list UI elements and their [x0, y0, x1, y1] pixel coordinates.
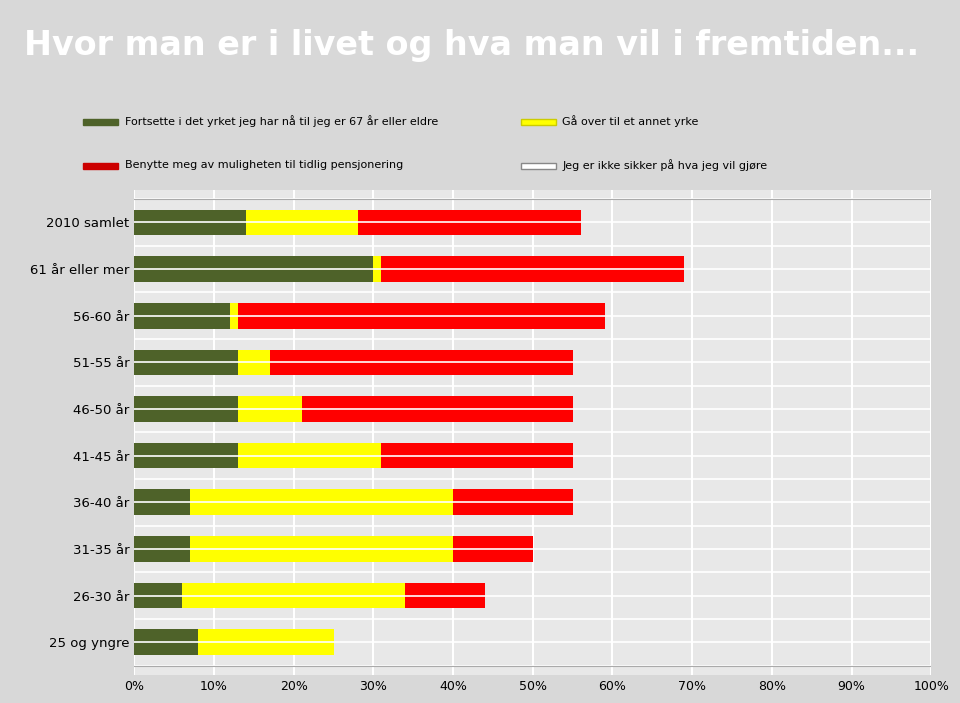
Bar — [134, 583, 182, 608]
Bar — [453, 489, 572, 515]
Bar — [238, 303, 605, 328]
Bar — [190, 489, 453, 515]
Bar — [83, 163, 118, 169]
Bar — [238, 443, 381, 468]
Text: Hvor man er i livet og hva man vil i fremtiden...: Hvor man er i livet og hva man vil i fre… — [24, 30, 919, 62]
Bar — [134, 489, 190, 515]
Bar — [134, 303, 230, 328]
Bar — [453, 536, 533, 562]
Bar — [182, 583, 405, 608]
Text: Benytte meg av muligheten til tidlig pensjonering: Benytte meg av muligheten til tidlig pen… — [125, 160, 403, 170]
Bar — [134, 536, 190, 562]
Bar — [520, 163, 556, 169]
Bar — [357, 209, 581, 236]
Bar — [83, 119, 118, 125]
Text: Fortsette i det yrket jeg har nå til jeg er 67 år eller eldre: Fortsette i det yrket jeg har nå til jeg… — [125, 115, 438, 127]
Bar — [134, 209, 246, 236]
Bar — [198, 629, 334, 655]
Bar — [381, 443, 572, 468]
Bar — [230, 303, 238, 328]
Bar — [520, 119, 556, 125]
Bar — [134, 396, 238, 422]
Bar — [134, 443, 238, 468]
Bar — [134, 349, 238, 375]
Bar — [381, 257, 684, 282]
Bar — [238, 396, 301, 422]
Bar — [238, 349, 270, 375]
Bar — [405, 583, 485, 608]
Bar — [246, 209, 357, 236]
Bar — [190, 536, 453, 562]
Text: Gå over til et annet yrke: Gå over til et annet yrke — [563, 115, 699, 127]
Bar — [373, 257, 381, 282]
Text: Jeg er ikke sikker på hva jeg vil gjøre: Jeg er ikke sikker på hva jeg vil gjøre — [563, 159, 767, 171]
Bar — [270, 349, 572, 375]
Bar — [301, 396, 572, 422]
Bar — [134, 629, 198, 655]
Bar — [134, 257, 373, 282]
